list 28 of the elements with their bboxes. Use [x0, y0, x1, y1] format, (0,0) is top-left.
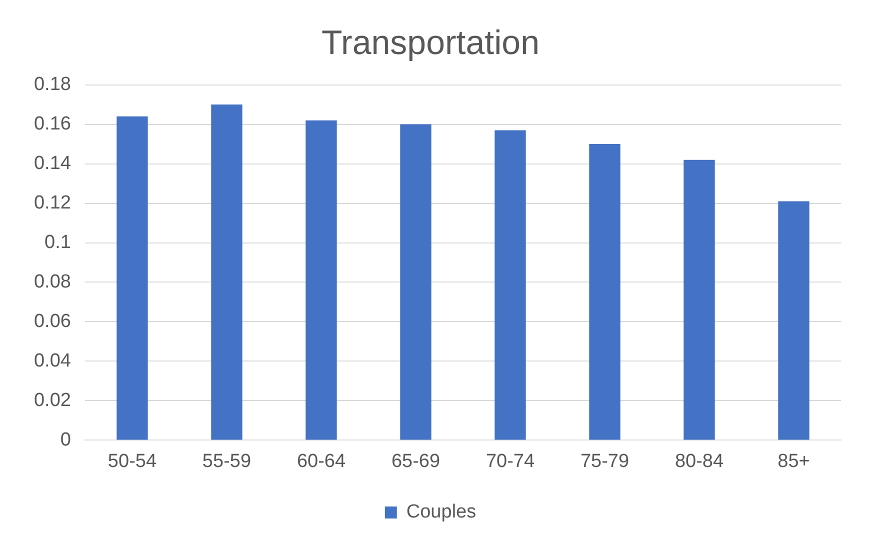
y-tick-label: 0.18	[34, 74, 71, 96]
x-tick-label: 85+	[778, 450, 810, 472]
bar	[306, 120, 337, 440]
y-tick-label: 0.16	[34, 114, 71, 135]
legend-label: Couples	[406, 502, 476, 523]
x-tick-label: 70-74	[486, 450, 535, 472]
bar	[211, 104, 242, 440]
x-tick-label: 80-84	[674, 450, 724, 472]
chart-title: Transportation	[322, 24, 540, 62]
x-tick-label: 60-64	[296, 450, 346, 472]
y-tick-label: 0.02	[34, 390, 71, 411]
x-tick-label: 50-54	[108, 450, 157, 472]
bar	[684, 160, 715, 440]
bar	[400, 124, 432, 440]
y-tick-label: 0.08	[34, 271, 71, 292]
y-tick-label: 0.14	[34, 153, 72, 174]
bar	[116, 116, 148, 440]
y-tick-label: 0.04	[34, 350, 72, 372]
y-tick-label: 0.06	[34, 310, 71, 332]
y-tick-label: 0	[60, 429, 71, 450]
bar	[778, 201, 810, 440]
x-tick-label: 75-79	[580, 450, 630, 472]
y-tick-label: 0.12	[34, 192, 71, 214]
x-tick-label: 65-69	[391, 450, 440, 472]
y-tick-label: 0.1	[44, 232, 71, 253]
x-tick-label: 55-59	[202, 450, 252, 472]
bar	[589, 144, 620, 440]
bar	[494, 130, 526, 440]
